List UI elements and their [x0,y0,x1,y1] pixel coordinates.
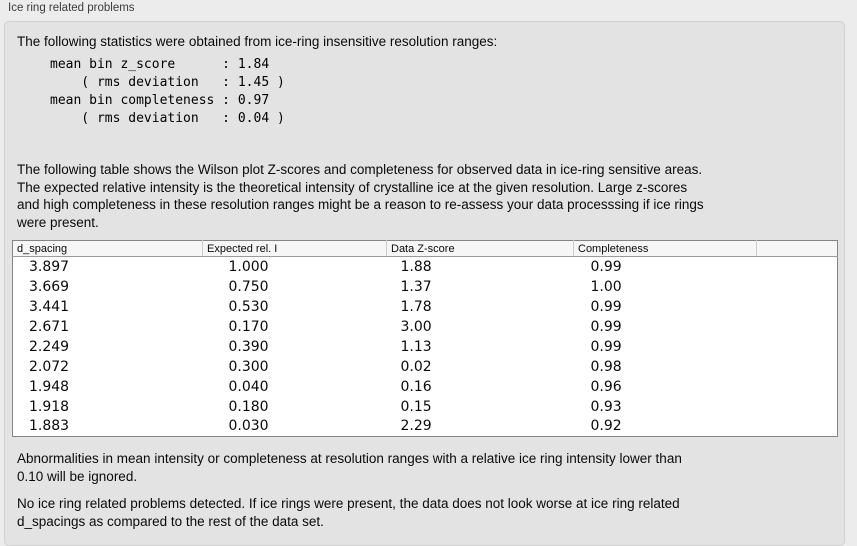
table-cell: 0.030 [228,418,269,435]
table-cell-empty [757,297,838,317]
table-cell: 0.750 [228,278,269,295]
table-cell: 2.29 [400,418,432,435]
table-cell: 0.93 [590,398,622,415]
table-cell: 2.249 [29,338,70,355]
table-cell-empty [757,277,838,297]
table-cell: 2.671 [29,318,70,335]
table-cell: 0.98 [590,358,622,375]
table-cell: 0.300 [228,358,269,375]
table-cell: 0.99 [590,338,622,355]
table-cell: 0.15 [400,398,432,415]
table-row[interactable]: 1.883 0.030 2.29 0.92 [13,417,838,437]
table-row[interactable]: 2.249 0.390 1.13 0.99 [13,337,838,357]
description-text: The following table shows the Wilson plo… [17,162,704,230]
table-cell: 1.883 [29,418,70,435]
table-row[interactable]: 2.072 0.300 0.02 0.98 [13,357,838,377]
table-cell: 0.180 [228,398,269,415]
table-cell: 0.99 [590,298,622,315]
table-cell: 3.897 [29,258,70,275]
ignore-note-text: Abnormalities in mean intensity or compl… [17,451,682,484]
conclusion-text: No ice ring related problems detected. I… [17,496,680,529]
table-cell: 1.37 [400,278,432,295]
table-cell-empty [757,357,838,377]
column-header-empty [756,240,838,257]
table-cell-empty [757,337,838,357]
group-content: The following statistics were obtained f… [5,22,844,530]
table-row[interactable]: 1.948 0.040 0.16 0.96 [13,377,838,397]
table-cell: 2.072 [29,358,70,375]
column-header: Completeness [573,240,757,257]
column-header: Expected rel. I [202,240,387,257]
table-row[interactable]: 3.897 1.000 1.88 0.99 [13,257,838,277]
table-cell: 1.88 [400,258,432,275]
table-cell-empty [757,257,838,277]
intro-text: The following statistics were obtained f… [17,34,498,49]
table-row[interactable]: 1.918 0.180 0.15 0.93 [13,397,838,417]
column-header: Data Z-score [386,240,574,257]
table-cell: 0.390 [228,338,269,355]
table-cell: 0.16 [400,378,432,395]
table-cell: 1.13 [400,338,432,355]
table-cell: 0.170 [228,318,269,335]
table-cell-empty [757,417,838,437]
table-header-row: d_spacing Expected rel. I Data Z-score Comp… [12,240,838,257]
table-cell: 0.99 [590,258,622,275]
table-header: d_spacing Expected rel. I Data Z-score Comp… [12,240,838,257]
table-cell: 0.92 [590,418,622,435]
column-header: d_spacing [12,240,203,257]
table-cell: 0.530 [228,298,269,315]
table-cell: 0.96 [590,378,622,395]
table-row[interactable]: 3.669 0.750 1.37 1.00 [13,277,838,297]
table-cell-empty [757,397,838,417]
table-cell: 3.00 [400,318,432,335]
stats-block: mean bin z_score : 1.84 ( rms deviation … [50,57,285,126]
ice-ring-table: d_spacing Expected rel. I Data Z-score Comp… [12,240,838,437]
table-body: 3.897 1.000 1.88 0.99 3.669 0.750 1.37 1.00 3.44… [13,257,838,437]
table-cell: 1.78 [400,298,432,315]
ice-ring-groupbox: The following statistics were obtained f… [4,21,845,546]
table-cell: 3.441 [29,298,70,315]
table-row[interactable]: 3.441 0.530 1.78 0.99 [13,297,838,317]
table-cell: 0.040 [228,378,269,395]
table-cell: 1.00 [590,278,622,295]
table-cell: 1.000 [228,258,269,275]
table-cell: 1.948 [29,378,70,395]
table-cell-empty [757,317,838,337]
groupbox-title: Ice ring related problems [8,2,135,14]
table-row[interactable]: 2.671 0.170 3.00 0.99 [13,317,838,337]
table-cell: 0.02 [400,358,432,375]
table-cell: 1.918 [29,398,70,415]
table-cell-empty [757,377,838,397]
table-cell: 0.99 [590,318,622,335]
table-cell: 3.669 [29,278,70,295]
